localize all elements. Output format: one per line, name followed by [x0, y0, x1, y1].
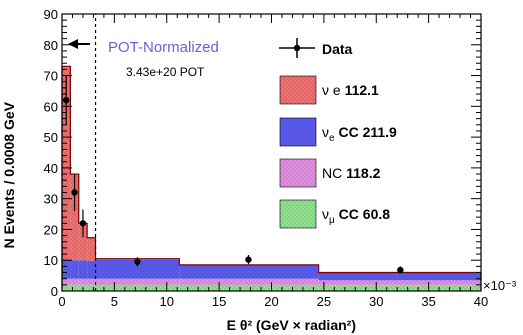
x-tick-label: 15	[212, 294, 226, 309]
bar-hatch-1-2	[78, 278, 88, 285]
data-point	[245, 256, 252, 263]
x-tick-label: 5	[111, 294, 118, 309]
bar-hatch-3-2	[78, 223, 88, 261]
bar-hatch-3-1	[70, 174, 79, 261]
bar-hatch-2-0	[62, 260, 71, 279]
legend-swatch-hatch	[280, 200, 316, 228]
x-multiplier: ×10⁻³	[483, 278, 517, 293]
y-tick-label: 0	[51, 284, 58, 299]
stacked-bars	[61, 14, 482, 291]
stack-outline	[61, 65, 482, 291]
bar-hatch-1-3	[87, 278, 96, 285]
legend-series-label: νμ CC 60.8	[322, 206, 390, 226]
x-tick-label: 20	[264, 294, 278, 309]
bar-hatch-1-1	[70, 278, 79, 285]
data-point	[79, 220, 87, 227]
legend-swatch-hatch	[280, 159, 316, 187]
bar-hatch-0-1	[70, 284, 79, 291]
legend-series-label: NC 118.2	[322, 165, 381, 181]
bar-hatch-0-3	[87, 284, 96, 291]
bar-hatch-2-5	[179, 264, 319, 279]
y-axis-title: N Events / 0.0008 GeV	[1, 101, 17, 248]
legend-swatch-hatch	[280, 118, 316, 146]
x-tick-label: 25	[317, 294, 331, 309]
bar-hatch-2-1	[70, 260, 79, 279]
data-point	[397, 266, 404, 274]
bar-hatch-2-3	[87, 260, 96, 279]
y-tick-label: 10	[44, 253, 58, 268]
y-tick-label: 50	[44, 130, 58, 145]
data-point	[134, 258, 141, 265]
x-tick-label: 0	[58, 294, 65, 309]
bar-hatch-2-6	[318, 272, 481, 281]
legend-series-label: νe CC 211.9	[322, 124, 397, 144]
x-axis-title: E θ² (GeV × radian²)	[227, 317, 356, 333]
x-tick-label: 40	[474, 294, 488, 309]
bar-hatch-1-4	[95, 278, 180, 285]
bar-hatch-0-4	[95, 284, 180, 291]
y-tick-label: 30	[44, 192, 58, 207]
y-tick-label: 40	[44, 161, 58, 176]
y-tick-label: 90	[44, 7, 58, 22]
bar-hatch-3-0	[62, 66, 71, 261]
legend-series-label: ν e 112.1	[322, 82, 379, 98]
bar-hatch-0-0	[62, 284, 71, 291]
bar-hatch-1-0	[62, 278, 71, 285]
y-tick-label: 20	[44, 222, 58, 237]
bar-hatch-3-3	[87, 237, 96, 261]
bar-hatch-0-6	[318, 284, 481, 291]
y-tick-label: 80	[44, 38, 58, 53]
x-tick-label: 35	[421, 294, 435, 309]
legend-data-marker	[293, 44, 301, 52]
bar-hatch-1-6	[318, 280, 481, 285]
data-point	[71, 189, 78, 196]
pot-value-label: 3.43e+20 POT	[126, 65, 205, 79]
axis-ticks: 0 5 10 15 20 25 30 35 40 0 10 20 30 40 50 60 70 80 90	[44, 7, 489, 309]
bar-hatch-1-5	[179, 278, 319, 285]
y-tick-label: 70	[44, 69, 58, 84]
y-tick-label: 60	[44, 99, 58, 114]
bar-hatch-2-2	[78, 260, 88, 279]
x-tick-label: 30	[369, 294, 383, 309]
x-tick-label: 10	[160, 294, 174, 309]
legend-data-label: Data	[322, 41, 353, 57]
pot-arrow	[68, 39, 90, 49]
legend: Data ν e 112.1 νe CC 211.9 NC 118.2 νμ CC 60…	[279, 38, 397, 229]
pot-normalized-label: POT-Normalized	[108, 39, 219, 56]
bar-hatch-0-5	[179, 284, 319, 291]
bar-hatch-2-4	[95, 259, 180, 279]
legend-swatch-hatch	[280, 76, 316, 104]
